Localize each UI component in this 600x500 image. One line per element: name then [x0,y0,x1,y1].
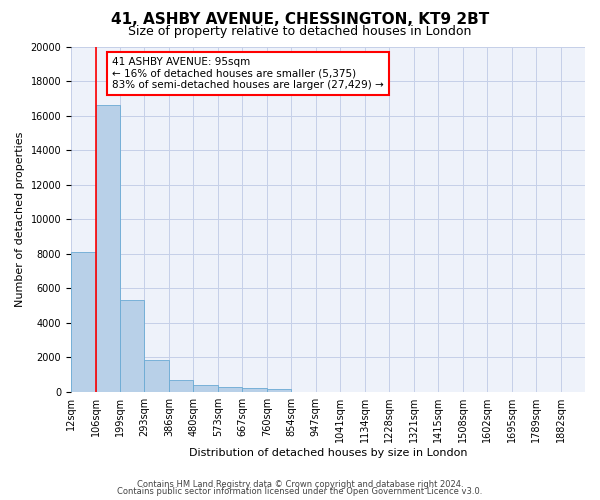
Bar [218,387,242,392]
Bar [71,252,95,392]
X-axis label: Distribution of detached houses by size in London: Distribution of detached houses by size … [189,448,467,458]
Text: Size of property relative to detached houses in London: Size of property relative to detached ho… [128,25,472,38]
Bar [120,300,145,392]
Bar [169,380,193,392]
Text: Contains public sector information licensed under the Open Government Licence v3: Contains public sector information licen… [118,488,482,496]
Bar [95,105,120,392]
Bar [193,386,218,392]
Bar [145,360,169,392]
Y-axis label: Number of detached properties: Number of detached properties [15,132,25,306]
Bar [242,388,267,392]
Text: Contains HM Land Registry data © Crown copyright and database right 2024.: Contains HM Land Registry data © Crown c… [137,480,463,489]
Bar [267,388,292,392]
Text: 41 ASHBY AVENUE: 95sqm
← 16% of detached houses are smaller (5,375)
83% of semi-: 41 ASHBY AVENUE: 95sqm ← 16% of detached… [112,57,384,90]
Text: 41, ASHBY AVENUE, CHESSINGTON, KT9 2BT: 41, ASHBY AVENUE, CHESSINGTON, KT9 2BT [111,12,489,28]
